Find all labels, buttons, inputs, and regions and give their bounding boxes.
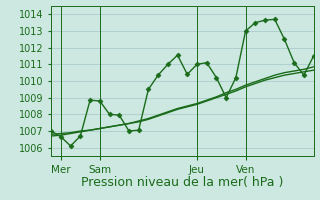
X-axis label: Pression niveau de la mer( hPa ): Pression niveau de la mer( hPa ) (81, 176, 284, 189)
